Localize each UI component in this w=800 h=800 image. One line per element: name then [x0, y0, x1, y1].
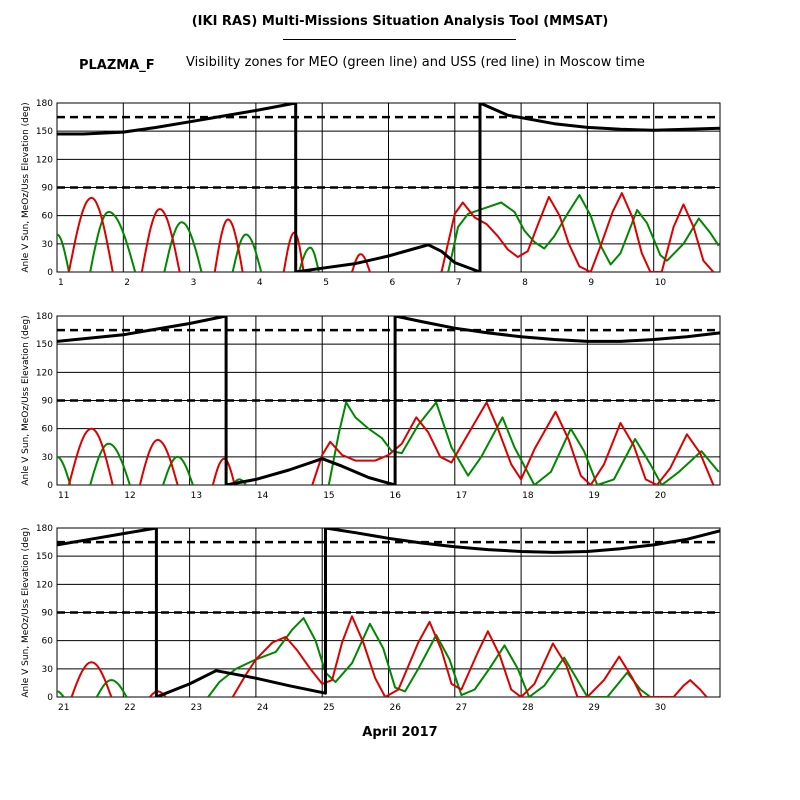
y-tick-label: 150 [36, 552, 53, 562]
y-tick-label: 60 [42, 637, 54, 647]
y-tick-label: 90 [42, 397, 54, 407]
meo-pass [163, 221, 203, 272]
x-tick-label: 21 [58, 703, 69, 713]
y-tick-label: 60 [42, 425, 54, 435]
x-tick-label: 16 [390, 491, 402, 501]
plot-frame [56, 102, 721, 273]
uss-line [231, 615, 708, 697]
y-tick-label: 60 [42, 212, 54, 222]
sun-angle-line [57, 316, 720, 485]
x-tick-label: 30 [655, 703, 667, 713]
x-tick-label: 18 [522, 491, 534, 501]
x-tick-label: 27 [456, 703, 467, 713]
sun-angle-line [57, 103, 720, 272]
plot-frame [56, 315, 721, 486]
y-tick-label: 90 [42, 184, 54, 194]
y-tick-label: 120 [36, 155, 53, 165]
y-tick-label: 30 [42, 240, 54, 250]
uss-pass [140, 208, 181, 272]
y-tick-label: 180 [36, 99, 53, 109]
x-tick-label: 29 [588, 703, 600, 713]
y-tick-label: 30 [42, 453, 54, 463]
x-tick-label: 2 [124, 278, 130, 288]
meo-line [327, 401, 720, 485]
x-tick-label: 26 [390, 703, 402, 713]
x-tick-label: 19 [588, 491, 600, 501]
panel-3: 0 30 60 90 120 150 180 21 22 23 24 25 26 27 28 29 30 Anle… [21, 524, 721, 713]
meo-pass [95, 679, 128, 697]
y-tick-label: 180 [36, 312, 53, 322]
y-tick-label: 120 [36, 580, 53, 590]
uss-pass [70, 661, 113, 697]
y-tick-label: 150 [36, 340, 53, 350]
y-tick-label: 0 [47, 693, 53, 703]
x-tick-label: 13 [191, 491, 202, 501]
x-tick-label: 9 [588, 278, 594, 288]
uss-pass [138, 438, 179, 485]
meo-pass [57, 455, 72, 485]
meo-pass [57, 690, 65, 697]
uss-pass [67, 427, 114, 485]
y-tick-label: 0 [47, 268, 53, 278]
meo-pass [162, 455, 194, 485]
meo-line [447, 194, 720, 272]
meo-pass [57, 233, 70, 272]
x-tick-label: 10 [655, 278, 667, 288]
series-group [57, 316, 720, 485]
y-tick-label: 90 [42, 609, 54, 619]
y-axis-label: Anle V Sun, MeOz/Uss Elevation (deg) [21, 315, 31, 485]
meo-pass [89, 442, 131, 485]
y-tick-label: 150 [36, 127, 53, 137]
uss-line [311, 401, 715, 485]
y-tick-label: 0 [47, 481, 53, 491]
y-tick-label: 30 [42, 665, 54, 675]
x-tick-label: 17 [456, 491, 467, 501]
uss-pass [213, 218, 244, 272]
meo-pass [231, 233, 263, 272]
series-group [57, 103, 720, 272]
x-tick-label: 12 [124, 491, 135, 501]
x-tick-label: 11 [58, 491, 69, 501]
x-tick-label: 3 [191, 278, 197, 288]
chart-title: (IKI RAS) Multi-Missions Situation Analy… [191, 14, 609, 29]
series-group [57, 528, 720, 697]
y-axis-label: Anle V Sun, MeOz/Uss Elevation (deg) [21, 102, 31, 272]
x-tick-label: 15 [323, 491, 334, 501]
sun-angle-line [57, 528, 720, 697]
x-tick-label: 25 [323, 703, 334, 713]
panel-2: 0 30 60 90 120 150 180 11 12 13 14 15 16 17 18 19 20 Anle… [21, 312, 721, 501]
x-tick-label: 24 [257, 703, 269, 713]
x-tick-label: 23 [191, 703, 202, 713]
plot-frame [56, 527, 721, 698]
x-tick-label: 6 [390, 278, 396, 288]
x-tick-label: 4 [257, 278, 263, 288]
title-underline [283, 39, 516, 40]
meo-line [207, 617, 652, 697]
y-tick-label: 120 [36, 368, 53, 378]
x-tick-label: 22 [124, 703, 135, 713]
uss-pass [67, 196, 114, 272]
x-tick-label: 5 [323, 278, 329, 288]
uss-line [440, 192, 715, 272]
x-tick-label: 20 [655, 491, 667, 501]
x-axis-title: April 2017 [362, 725, 438, 740]
x-tick-label: 14 [257, 491, 269, 501]
x-tick-label: 1 [58, 278, 64, 288]
uss-pass [211, 457, 236, 485]
y-tick-label: 180 [36, 524, 53, 534]
mission-name: PLAZMA_F [79, 58, 155, 73]
x-tick-label: 7 [456, 278, 462, 288]
chart-subtitle: Visibility zones for MEO (green line) an… [186, 55, 645, 70]
y-axis-label: Anle V Sun, MeOz/Uss Elevation (deg) [21, 527, 31, 697]
meo-pass [89, 210, 137, 272]
x-tick-label: 8 [522, 278, 528, 288]
panel-1: 0 30 60 90 120 150 180 1 2 3 4 5 6 7 8 9 10 Anle V Sun, M… [21, 99, 721, 288]
x-tick-label: 28 [522, 703, 534, 713]
